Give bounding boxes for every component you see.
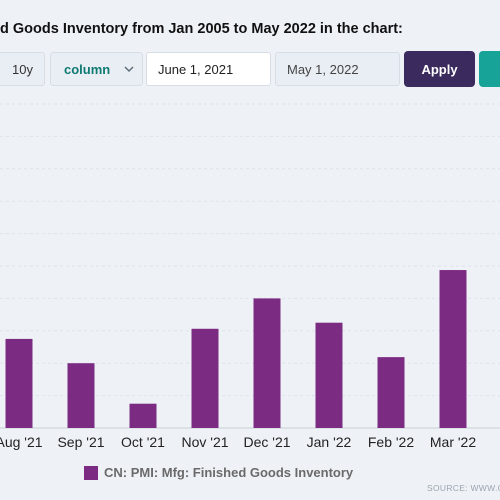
chevron-down-icon bbox=[124, 66, 134, 72]
x-tick-label: Feb '22 bbox=[368, 434, 414, 450]
chart-legend[interactable]: CN: PMI: Mfg: Finished Goods Inventory bbox=[84, 465, 353, 480]
chart-title: d Goods Inventory from Jan 2005 to May 2… bbox=[0, 21, 403, 37]
bar[interactable] bbox=[377, 357, 405, 428]
date-to-input[interactable]: May 1, 2022 bbox=[275, 52, 400, 86]
bar[interactable] bbox=[5, 338, 33, 428]
date-from-value: June 1, 2021 bbox=[158, 61, 234, 77]
x-tick-label: Dec '21 bbox=[243, 434, 290, 450]
bar[interactable] bbox=[253, 298, 281, 428]
bar[interactable] bbox=[439, 270, 467, 428]
x-axis-ticks: Aug '21 Sep '21 Oct '21 Nov '21 Dec '21 Jan '… bbox=[0, 434, 476, 450]
date-to-value: May 1, 2022 bbox=[287, 61, 359, 77]
apply-button[interactable]: Apply bbox=[404, 51, 475, 87]
chart-type-value: column bbox=[64, 61, 111, 77]
secondary-action-button[interactable] bbox=[479, 51, 500, 87]
range-value: 10y bbox=[12, 61, 33, 77]
x-tick-label: Sep '21 bbox=[57, 434, 104, 450]
legend-label: CN: PMI: Mfg: Finished Goods Inventory bbox=[104, 465, 354, 480]
legend-swatch bbox=[84, 465, 98, 480]
bar[interactable] bbox=[67, 363, 95, 428]
bar[interactable] bbox=[191, 328, 219, 428]
bar[interactable] bbox=[315, 322, 343, 428]
bar-series bbox=[5, 270, 467, 428]
x-tick-label: Mar '22 bbox=[430, 434, 476, 450]
range-selector[interactable]: 10y bbox=[0, 52, 45, 86]
x-tick-label: Aug '21 bbox=[0, 434, 43, 450]
bar[interactable] bbox=[129, 403, 157, 428]
x-tick-label: Nov '21 bbox=[181, 434, 228, 450]
x-tick-label: Jan '22 bbox=[307, 434, 352, 450]
date-from-input[interactable]: June 1, 2021 bbox=[146, 52, 271, 86]
x-tick-label: Oct '21 bbox=[121, 434, 165, 450]
source-credit: SOURCE: WWW.CE bbox=[427, 483, 500, 493]
chart-type-select[interactable]: column bbox=[50, 52, 143, 86]
